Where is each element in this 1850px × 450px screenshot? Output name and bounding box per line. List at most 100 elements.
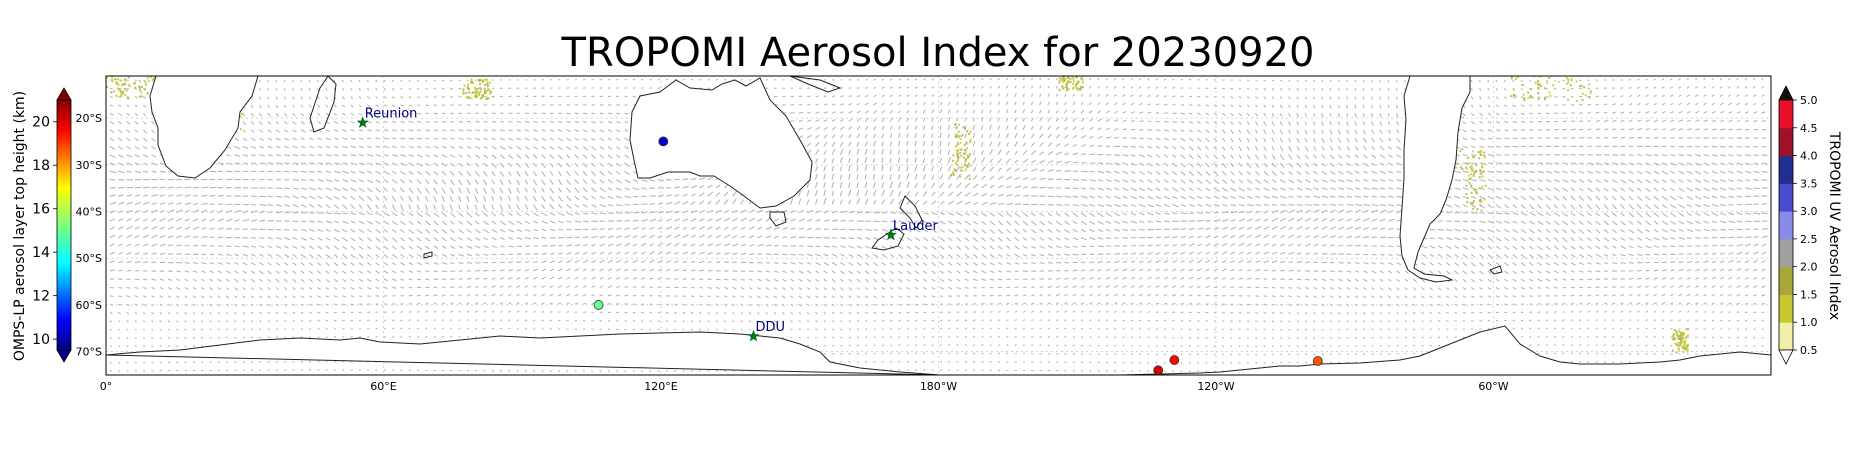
wind-vector [1661,102,1666,106]
wind-vector [557,145,563,151]
wind-vector [350,179,357,183]
wind-vector [1504,220,1510,224]
wind-vector [258,88,261,91]
wind-vector [1620,278,1625,280]
wind-vector [1462,228,1470,232]
wind-vector [1321,79,1324,83]
wind-vector [1271,121,1275,126]
wind-vector [184,226,191,230]
wind-vector [391,87,395,91]
wind-vector [358,245,364,250]
wind-vector [541,162,546,168]
wind-vector [242,137,248,142]
wind-vector [366,204,372,211]
wind-vector [881,102,885,106]
wind-vector [391,179,398,184]
wind-vector [897,165,901,172]
wind-vector [342,170,349,174]
wind-vector [607,154,613,159]
wind-vector [1379,179,1386,182]
wind-vector [1603,128,1609,131]
wind-vector [1354,137,1359,143]
wind-vector [458,87,462,90]
wind-vector [865,87,868,89]
wind-vector [126,234,133,239]
wind-vector [823,142,828,147]
wind-vector [557,212,565,217]
wind-vector [898,228,904,232]
wind-vector [1105,118,1110,122]
wind-vector [358,137,365,140]
wind-vector [1064,118,1068,122]
wind-vector [1388,218,1395,222]
wind-vector [1387,145,1393,150]
wind-vector [1720,128,1726,131]
wind-vector [201,202,208,206]
wind-vector [275,228,282,231]
wind-vector [1097,237,1104,240]
wind-vector [558,244,563,247]
wind-vector [790,218,796,222]
wind-vector [1636,220,1643,226]
wind-vector [723,217,731,222]
wind-vector [607,179,614,184]
wind-vector [1537,96,1541,99]
wind-vector [1130,170,1136,175]
wind-vector [814,166,818,172]
wind-vector [1213,104,1218,107]
wind-vector [1064,195,1072,198]
wind-vector [533,220,538,224]
wind-vector [142,137,148,142]
wind-vector [806,142,812,147]
wind-vector [898,212,905,214]
wind-vector [176,194,184,197]
wind-vector [1653,204,1660,210]
wind-vector [972,101,976,106]
wind-vector [1188,170,1195,177]
wind-vector [1288,87,1291,91]
wind-vector [1354,104,1357,109]
wind-vector [740,235,746,239]
wind-vector [1744,170,1752,174]
wind-vector [1670,102,1674,106]
wind-vector [591,244,596,247]
wind-vector [574,244,581,247]
wind-vector [1529,179,1536,183]
wind-vector [1495,112,1500,116]
wind-vector [1695,128,1700,131]
wind-vector [591,235,598,239]
wind-vector [408,162,415,167]
wind-vector [607,137,612,141]
wind-vector [350,162,358,166]
wind-vector [358,212,365,216]
wind-vector [1172,195,1178,200]
wind-vector [898,102,902,106]
wind-vector [839,141,844,147]
wind-vector [972,212,979,216]
wind-vector [142,218,148,222]
wind-vector [1520,204,1526,209]
wind-vector [333,170,341,174]
wind-vector [392,112,397,115]
wind-vector [1678,195,1684,200]
wind-vector [1271,87,1275,91]
wind-vector [483,187,487,195]
wind-vector [300,88,303,91]
wind-vector [284,162,290,165]
wind-vector [1080,245,1086,248]
wind-vector [591,78,594,81]
wind-vector [1686,94,1690,98]
wind-vector [939,125,942,130]
wind-vector [226,227,232,230]
wind-vector [425,228,431,234]
wind-vector [989,245,995,250]
wind-vector [607,120,613,124]
wind-vector [184,244,190,247]
wind-vector [425,145,431,149]
wind-vector [699,225,705,230]
wind-vector [366,96,371,100]
wind-vector [997,133,1001,139]
wind-vector [1346,104,1349,109]
wind-vector [1172,120,1178,124]
wind-vector [524,137,530,141]
